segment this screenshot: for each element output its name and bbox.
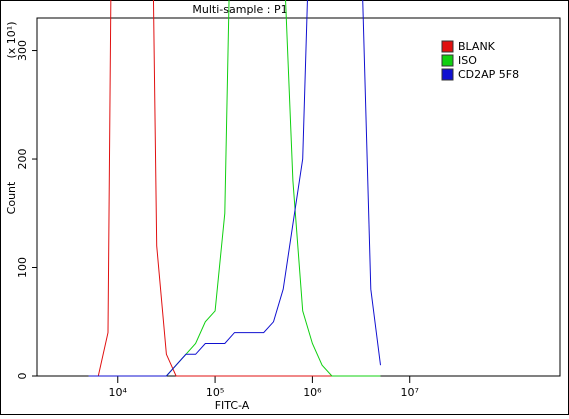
y-tick-label: 100 <box>16 257 29 278</box>
legend-label: BLANK <box>458 40 496 53</box>
y-tick-label: 300 <box>16 40 29 61</box>
chart-title: Multi-sample : P1 <box>192 3 287 16</box>
x-tick-label: 10⁶ <box>303 386 322 399</box>
legend-label: ISO <box>458 54 477 67</box>
x-tick-label: 10⁵ <box>206 386 224 399</box>
x-axis-label: FITC-A <box>215 399 250 412</box>
y-axis-label: Count <box>5 181 18 214</box>
legend-swatch <box>441 40 454 53</box>
y-tick-label: 0 <box>16 373 29 380</box>
legend-swatch <box>441 68 454 81</box>
legend-swatch <box>441 54 454 67</box>
series-line <box>88 0 381 377</box>
x-tick-label: 10⁷ <box>401 386 419 399</box>
y-tick-label: 200 <box>16 149 29 170</box>
x-tick-label: 10⁴ <box>109 386 128 399</box>
legend-label: CD2AP 5F8 <box>458 68 519 81</box>
y-multiplier: (x 10¹) <box>5 22 18 59</box>
